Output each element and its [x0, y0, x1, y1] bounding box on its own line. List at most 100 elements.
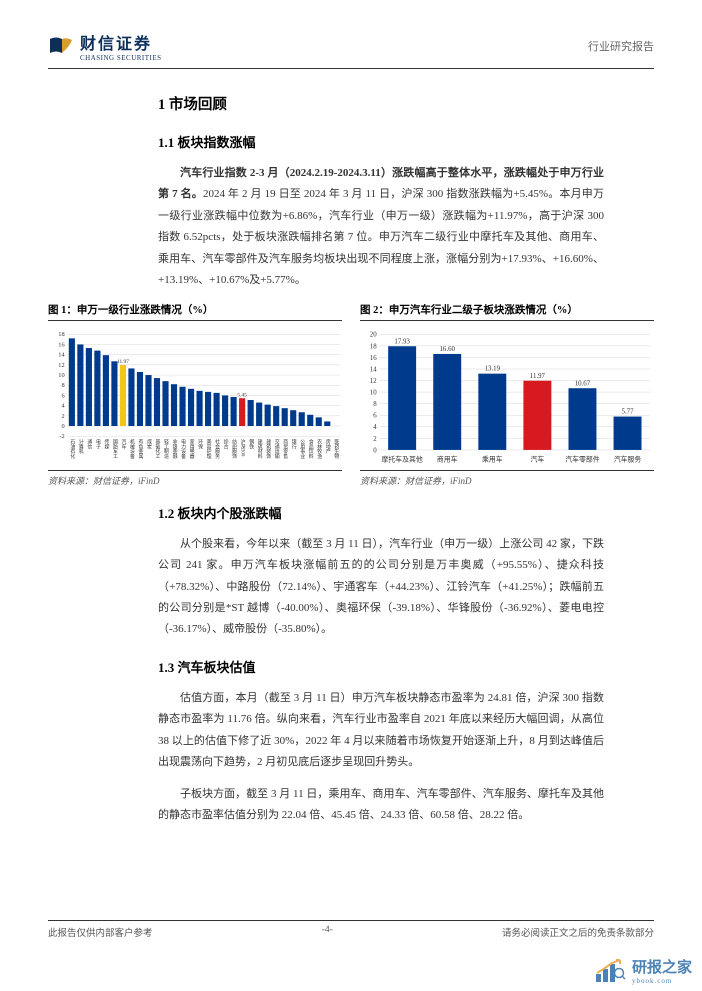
svg-text:基础化工: 基础化工	[154, 438, 159, 459]
para-rest: 2024 年 2 月 19 日至 2024 年 3 月 11 日，沪深 300 …	[158, 188, 604, 286]
svg-text:石油石化: 石油石化	[69, 439, 74, 460]
footer-page-number: -4-	[322, 925, 333, 939]
section-1-3-para-1: 估值方面，本月（截至 3 月 11 日）申万汽车板块静态市盈率为 24.81 倍…	[158, 688, 604, 774]
svg-text:轻工制造: 轻工制造	[163, 438, 168, 460]
logo-icon	[48, 35, 74, 57]
chart-2: 0 2 4 6 8 10 12 14 16 18 20 17.93 摩托车及其他 16.60 商用车 13.1…	[360, 327, 654, 467]
svg-text:0: 0	[61, 423, 64, 430]
svg-text:沪深300: 沪深300	[240, 438, 245, 456]
svg-text:农林牧渔: 农林牧渔	[316, 438, 321, 460]
page-footer: 此报告仅供内部客户参考 -4- 请务必阅读正文之后的免责条款部分	[48, 920, 654, 939]
svg-text:汽车零部件: 汽车零部件	[565, 454, 599, 463]
section-1-2-heading: 1.2 板块内个股涨跌幅	[158, 503, 604, 522]
svg-text:食品饮料: 食品饮料	[308, 438, 313, 460]
watermark-text: 研报之家	[632, 956, 692, 977]
svg-text:4: 4	[373, 424, 377, 431]
svg-text:6: 6	[61, 392, 64, 399]
svg-text:电子: 电子	[95, 438, 100, 449]
svg-text:10: 10	[370, 389, 377, 396]
svg-text:14: 14	[58, 351, 65, 358]
section-1-2-para: 从个股来看，今年以来（截至 3 月 11 日），汽车行业（申万一级）上涨公司 4…	[158, 534, 604, 641]
logo: 财信证券 CHASING SECURITIES	[48, 30, 162, 62]
svg-text:有色金属: 有色金属	[137, 438, 142, 460]
svg-text:6: 6	[373, 412, 377, 419]
chart-1: -2 0 2 4 6 8 10 12 14 16 18 石油石化计算机通信电子传媒国防军工汽车 11.9…	[48, 327, 342, 467]
svg-text:房地产: 房地产	[325, 438, 330, 455]
chart-2-title: 图 2：申万汽车行业二级子板块涨跌情况（%）	[360, 302, 654, 321]
footer-right: 请务必阅读正文之后的免责条款部分	[502, 925, 654, 939]
svg-text:16.60: 16.60	[440, 346, 456, 353]
svg-text:16: 16	[58, 341, 64, 348]
content-body: 1 市场回顾 1.1 板块指数涨幅 汽车行业指数 2-3 月（2024.2.19…	[48, 93, 654, 826]
watermark-sub: ybook.com	[632, 977, 692, 985]
svg-text:美容护理: 美容护理	[206, 438, 211, 459]
svg-text:交通运输: 交通运输	[274, 438, 279, 460]
svg-text:5.77: 5.77	[622, 408, 635, 415]
svg-text:10: 10	[58, 372, 64, 379]
svg-text:建筑材料: 建筑材料	[257, 438, 262, 460]
svg-text:17.93: 17.93	[394, 338, 410, 345]
logo-text-en: CHASING SECURITIES	[80, 54, 162, 62]
svg-text:2: 2	[61, 412, 64, 419]
svg-text:环保: 环保	[197, 439, 202, 450]
svg-text:非银金融: 非银金融	[172, 438, 177, 460]
watermark-icon	[594, 958, 626, 984]
svg-text:乘用车: 乘用车	[482, 454, 503, 463]
svg-text:0: 0	[373, 447, 377, 454]
svg-text:纺织服饰: 纺织服饰	[231, 438, 236, 460]
svg-text:公用事业: 公用事业	[299, 439, 304, 459]
svg-text:医药生物: 医药生物	[333, 439, 338, 460]
svg-text:传媒: 传媒	[103, 438, 108, 450]
svg-text:12: 12	[58, 361, 64, 368]
page-header: 财信证券 CHASING SECURITIES 行业研究报告	[48, 30, 654, 69]
svg-text:商贸零售: 商贸零售	[282, 438, 287, 460]
svg-text:12: 12	[370, 378, 377, 385]
chart-1-source: 资料来源：财信证券，iFinD	[48, 470, 342, 487]
svg-text:摩托车及其他: 摩托车及其他	[382, 454, 423, 463]
svg-text:综合: 综合	[223, 438, 228, 450]
svg-text:电力设备: 电力设备	[180, 438, 185, 460]
svg-text:2: 2	[373, 435, 377, 442]
svg-text:10.67: 10.67	[575, 380, 591, 387]
svg-text:机械设备: 机械设备	[129, 438, 134, 460]
svg-text:11.97: 11.97	[530, 372, 546, 379]
section-1-1-para: 汽车行业指数 2-3 月（2024.2.19-2024.3.11）涨跌幅高于整体…	[158, 163, 604, 292]
svg-text:8: 8	[61, 382, 64, 389]
svg-text:汽车: 汽车	[531, 454, 545, 463]
footer-left: 此报告仅供内部客户参考	[48, 925, 153, 939]
svg-text:18: 18	[370, 343, 377, 350]
header-doc-type: 行业研究报告	[588, 38, 654, 54]
svg-text:煤炭: 煤炭	[146, 438, 151, 450]
svg-text:16: 16	[370, 354, 377, 361]
svg-text:14: 14	[370, 366, 377, 373]
svg-text:-2: -2	[59, 433, 64, 440]
logo-text-cn: 财信证券	[80, 30, 162, 54]
chart-1-block: 图 1：申万一级行业涨跌情况（%） -2 0 2 4 6 8 10 12 14 16 18 石油石化计…	[48, 302, 342, 487]
svg-text:18: 18	[58, 331, 64, 338]
svg-text:4: 4	[61, 402, 65, 409]
svg-text:汽车服务: 汽车服务	[614, 454, 642, 463]
svg-text:11.97: 11.97	[117, 359, 129, 365]
svg-text:13.19: 13.19	[485, 365, 501, 372]
svg-text:20: 20	[370, 331, 377, 338]
svg-text:建筑装饰: 建筑装饰	[265, 438, 270, 460]
watermark: 研报之家 ybook.com	[594, 956, 692, 985]
svg-text:5.45: 5.45	[237, 392, 247, 398]
chart-2-source: 资料来源：财信证券，iFinD	[360, 470, 654, 487]
svg-text:社会服务: 社会服务	[214, 438, 219, 460]
svg-text:银行: 银行	[291, 438, 296, 450]
section-1-3-para-2: 子板块方面，截至 3 月 11 日，乘用车、商用车、汽车零部件、汽车服务、摩托车…	[158, 784, 604, 827]
svg-text:汽车: 汽车	[120, 438, 125, 450]
svg-text:计算机: 计算机	[78, 438, 83, 455]
svg-text:商用车: 商用车	[437, 454, 458, 463]
svg-text:通信: 通信	[86, 438, 91, 450]
svg-text:8: 8	[373, 401, 377, 408]
svg-text:钢铁: 钢铁	[248, 438, 253, 450]
section-1-1-heading: 1.1 板块指数涨幅	[158, 132, 604, 151]
svg-text:家用电器: 家用电器	[189, 438, 194, 460]
svg-text:国防军工: 国防军工	[112, 439, 117, 459]
chart-2-block: 图 2：申万汽车行业二级子板块涨跌情况（%） 0 2 4 6 8 10 12 14 16 18 20…	[360, 302, 654, 487]
section-1-3-heading: 1.3 汽车板块估值	[158, 657, 604, 676]
chart-1-title: 图 1：申万一级行业涨跌情况（%）	[48, 302, 342, 321]
section-1-heading: 1 市场回顾	[158, 93, 604, 114]
